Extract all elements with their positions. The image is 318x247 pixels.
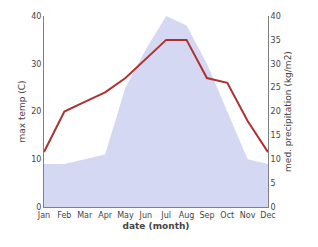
svg-text:10: 10 <box>271 155 281 164</box>
svg-text:40: 40 <box>31 12 41 21</box>
svg-text:Dec: Dec <box>260 211 275 220</box>
svg-text:15: 15 <box>271 131 281 140</box>
svg-text:Apr: Apr <box>98 211 113 220</box>
svg-text:med. precipitation (kg/m2): med. precipitation (kg/m2) <box>283 51 293 172</box>
svg-text:20: 20 <box>271 107 281 116</box>
svg-text:5: 5 <box>271 179 276 188</box>
svg-text:Jun: Jun <box>139 211 153 220</box>
svg-text:May: May <box>117 211 134 220</box>
svg-text:Jan: Jan <box>37 211 50 220</box>
svg-text:Sep: Sep <box>199 211 214 220</box>
svg-text:Nov: Nov <box>240 211 256 220</box>
svg-text:max temp (C): max temp (C) <box>17 80 27 142</box>
svg-text:0: 0 <box>36 203 41 212</box>
svg-text:Feb: Feb <box>57 211 71 220</box>
svg-text:Aug: Aug <box>179 211 195 220</box>
svg-text:Oct: Oct <box>220 211 234 220</box>
svg-text:0: 0 <box>271 203 276 212</box>
svg-text:Mar: Mar <box>77 211 93 220</box>
svg-text:Jul: Jul <box>160 211 171 220</box>
svg-text:30: 30 <box>31 60 41 69</box>
svg-text:20: 20 <box>31 107 41 116</box>
svg-text:10: 10 <box>31 155 41 164</box>
svg-text:date (month): date (month) <box>123 221 190 231</box>
svg-text:35: 35 <box>271 36 281 45</box>
svg-text:30: 30 <box>271 60 281 69</box>
svg-text:25: 25 <box>271 83 281 92</box>
svg-text:40: 40 <box>271 12 281 21</box>
